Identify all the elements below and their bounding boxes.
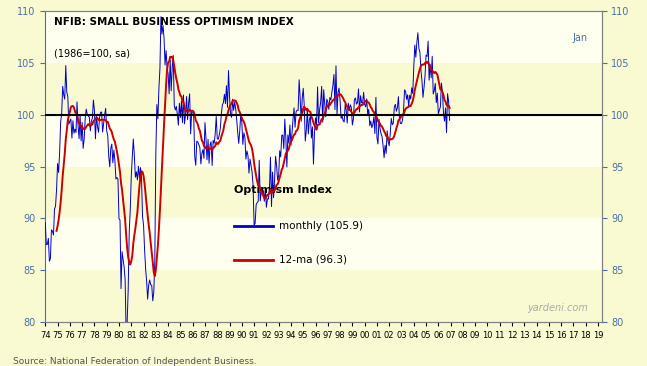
Text: Source: National Federation of Independent Business.: Source: National Federation of Independe… (13, 357, 257, 366)
Bar (45, 219, 602, 270)
Text: 12-ma (96.3): 12-ma (96.3) (279, 255, 347, 265)
Bar (45, 63, 602, 115)
Bar (45, 11, 602, 63)
Text: monthly (105.9): monthly (105.9) (279, 221, 363, 231)
Bar (45, 115, 602, 167)
Text: (1986=100, sa): (1986=100, sa) (54, 48, 129, 58)
Bar (45, 167, 602, 219)
Text: Optimism Index: Optimism Index (234, 185, 333, 195)
Bar (45, 270, 602, 322)
Text: yardeni.com: yardeni.com (527, 303, 588, 313)
Text: Jan: Jan (572, 33, 587, 43)
Text: NFIB: SMALL BUSINESS OPTIMISM INDEX: NFIB: SMALL BUSINESS OPTIMISM INDEX (54, 17, 293, 27)
